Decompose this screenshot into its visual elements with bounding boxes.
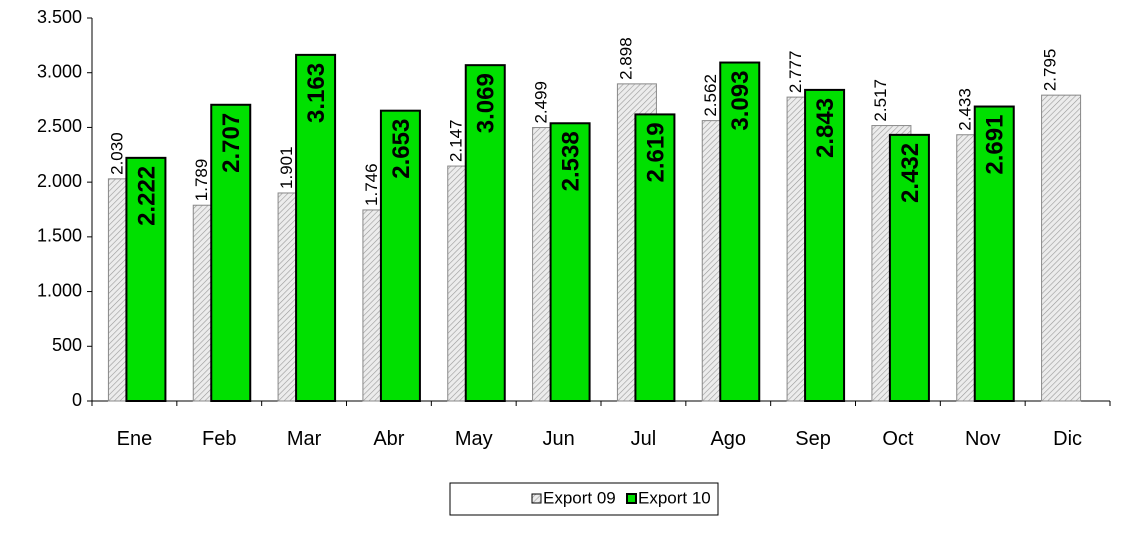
bar — [804, 88, 846, 403]
y-tick-label: 500 — [52, 335, 82, 355]
value-label: 2.777 — [786, 51, 805, 94]
value-label: 2.030 — [107, 132, 126, 175]
value-label: 1.789 — [192, 159, 211, 202]
y-tick-label: 1.000 — [37, 280, 82, 300]
value-label: 2.517 — [871, 79, 890, 122]
value-label: 2.147 — [447, 120, 466, 163]
value-label: 2.562 — [701, 74, 720, 117]
legend-box — [449, 482, 719, 516]
value-label: 2.691 — [982, 115, 1009, 175]
bar — [549, 122, 591, 402]
bar — [125, 156, 167, 402]
value-label: 2.707 — [218, 113, 245, 173]
x-tick-label: Jun — [542, 428, 574, 450]
y-tick-label: 2.500 — [37, 116, 82, 136]
legend-swatch — [531, 493, 542, 504]
bar — [464, 64, 506, 402]
value-label: 2.538 — [558, 131, 585, 191]
y-tick-label: 3.500 — [37, 7, 82, 27]
value-label: 1.746 — [362, 163, 381, 206]
x-tick-label: May — [455, 428, 493, 450]
x-tick-label: Mar — [287, 428, 322, 450]
value-label: 2.222 — [133, 166, 160, 226]
x-tick-label: Dic — [1053, 428, 1082, 450]
y-tick-label: 0 — [72, 390, 82, 410]
value-label: 3.163 — [303, 63, 330, 123]
value-label: 2.432 — [897, 143, 924, 203]
bar — [379, 109, 421, 402]
bar — [210, 103, 252, 402]
x-tick-label: Ago — [710, 428, 746, 450]
bar — [888, 133, 930, 402]
value-label: 3.093 — [727, 71, 754, 131]
x-tick-label: Oct — [882, 428, 914, 450]
value-label: 2.898 — [616, 37, 635, 80]
y-tick-label: 1.500 — [37, 226, 82, 246]
bar — [973, 105, 1015, 403]
x-tick-label: Ene — [117, 428, 153, 450]
value-label: 1.901 — [277, 146, 296, 189]
x-tick-label: Feb — [202, 428, 236, 450]
x-tick-label: Jul — [631, 428, 657, 450]
y-tick-label: 2.000 — [37, 171, 82, 191]
legend-label: Export 10 — [638, 488, 711, 507]
bar — [295, 53, 337, 402]
value-label: 2.795 — [1041, 49, 1060, 92]
value-label: 2.433 — [956, 88, 975, 131]
value-label: 2.653 — [388, 119, 415, 179]
y-tick-label: 3.000 — [37, 61, 82, 81]
bar — [634, 113, 676, 402]
legend-label: Export 09 — [543, 488, 616, 507]
value-label: 2.619 — [642, 122, 669, 182]
bar — [1041, 94, 1082, 402]
x-tick-label: Sep — [795, 428, 831, 450]
value-label: 2.843 — [812, 98, 839, 158]
bar — [719, 61, 761, 403]
legend-swatch — [626, 493, 637, 504]
value-label: 3.069 — [473, 73, 500, 133]
x-tick-label: Nov — [965, 428, 1001, 450]
x-tick-label: Abr — [373, 428, 404, 450]
value-label: 2.499 — [532, 81, 551, 124]
